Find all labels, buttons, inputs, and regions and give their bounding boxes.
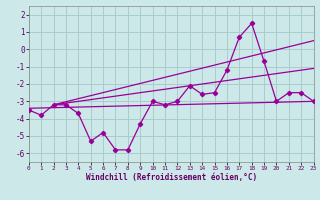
X-axis label: Windchill (Refroidissement éolien,°C): Windchill (Refroidissement éolien,°C)	[86, 173, 257, 182]
